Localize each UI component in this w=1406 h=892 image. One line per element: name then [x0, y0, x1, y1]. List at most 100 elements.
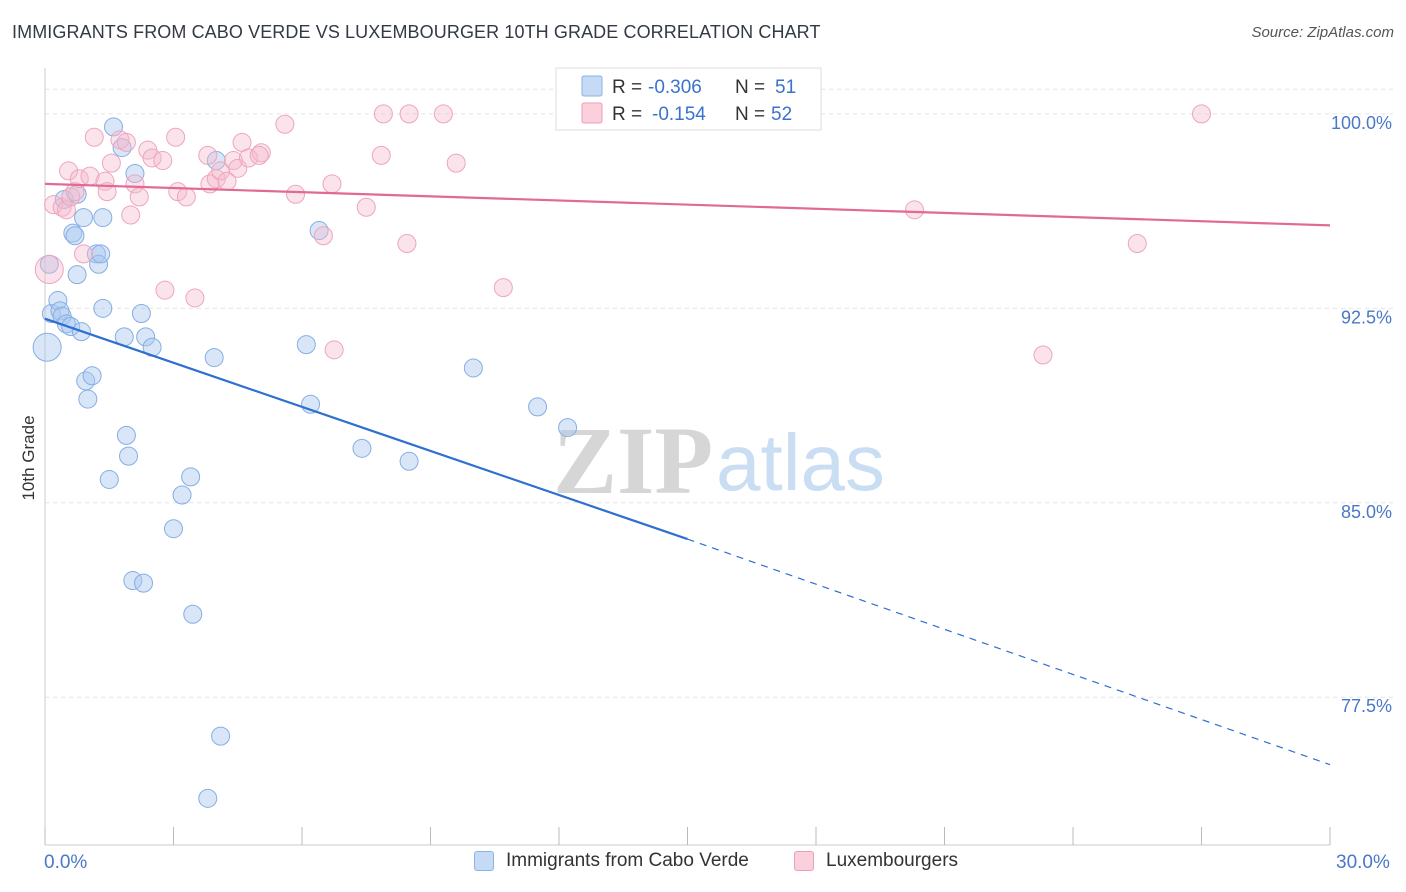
legend-r-label-1: R =: [612, 77, 642, 98]
chart-title: IMMIGRANTS FROM CABO VERDE VS LUXEMBOURG…: [12, 22, 821, 42]
bottom-legend-item-cabo-verde[interactable]: Immigrants from Cabo Verde: [474, 850, 749, 872]
point-luxembourger: [185, 288, 205, 308]
y-tick-label: 77.5%: [1341, 696, 1392, 716]
point-cabo-verde: [211, 726, 231, 746]
legend-swatch-pink: [581, 102, 603, 124]
legend-n-value-1: 51: [775, 77, 796, 98]
y-tick-label: 92.5%: [1341, 307, 1392, 327]
point-luxembourger: [125, 174, 145, 194]
points-layer: [32, 104, 1211, 808]
point-cabo-verde: [131, 304, 151, 324]
point-luxembourger: [433, 104, 453, 124]
bottom-legend-swatch-blue: [474, 851, 494, 871]
point-luxembourger: [905, 200, 925, 220]
point-luxembourger: [446, 153, 466, 173]
point-luxembourger: [198, 145, 218, 165]
point-luxembourger: [84, 127, 104, 147]
point-cabo-verde: [136, 327, 156, 347]
point-luxembourger: [97, 182, 117, 202]
point-cabo-verde: [119, 446, 139, 466]
point-luxembourger: [59, 161, 79, 181]
point-cabo-verde: [352, 438, 372, 458]
point-cabo-verde: [198, 788, 218, 808]
point-luxembourger: [56, 200, 76, 220]
point-cabo-verde: [558, 418, 578, 438]
point-luxembourger: [176, 187, 196, 207]
trend-line-cabo-verde: [44, 317, 688, 541]
point-cabo-verde: [65, 226, 85, 246]
point-luxembourger: [249, 145, 269, 165]
point-luxembourger: [166, 127, 186, 147]
legend-n-value-2: 52: [771, 104, 792, 125]
legend-r-value-2: -0.154: [652, 104, 706, 125]
point-cabo-verde: [74, 208, 94, 228]
grid-layer: [45, 88, 1395, 698]
point-luxembourger: [313, 226, 333, 246]
point-cabo-verde: [134, 573, 154, 593]
point-luxembourger: [65, 182, 85, 202]
point-luxembourger: [356, 197, 376, 217]
point-luxembourger: [1033, 345, 1053, 365]
point-cabo-verde: [164, 519, 183, 539]
legend-swatch-blue: [581, 75, 603, 97]
legend-r-value-1: -0.306: [648, 77, 702, 98]
bottom-legend: Immigrants from Cabo Verde Luxembourgers: [0, 850, 1406, 880]
point-luxembourger: [153, 151, 173, 171]
point-cabo-verde: [183, 604, 203, 624]
point-luxembourger: [399, 104, 419, 124]
point-luxembourger: [74, 244, 94, 264]
point-luxembourger: [397, 234, 417, 254]
point-luxembourger: [34, 254, 64, 284]
point-cabo-verde: [172, 485, 192, 505]
point-cabo-verde: [125, 164, 145, 184]
point-luxembourger: [324, 340, 344, 360]
point-cabo-verde: [399, 451, 419, 471]
point-cabo-verde: [32, 332, 62, 362]
point-luxembourger: [1127, 234, 1147, 254]
y-tick-label: 100.0%: [1331, 113, 1392, 133]
point-cabo-verde: [93, 208, 113, 228]
point-cabo-verde: [528, 397, 548, 417]
source-label: Source: ZipAtlas.com: [1251, 24, 1394, 41]
point-luxembourger: [116, 132, 136, 152]
point-luxembourger: [251, 143, 271, 163]
point-luxembourger: [275, 114, 295, 134]
watermark-zip: ZIP: [553, 407, 713, 514]
point-cabo-verde: [78, 389, 98, 409]
y-tick-label: 85.0%: [1341, 502, 1392, 522]
legend-box: R = -0.306 N = 51 R = -0.154 N = 52: [555, 67, 822, 131]
point-cabo-verde: [82, 366, 102, 386]
bottom-legend-swatch-pink: [794, 851, 814, 871]
legend-r-label-2: R =: [612, 104, 642, 125]
point-cabo-verde: [63, 223, 83, 243]
point-cabo-verde: [67, 265, 87, 285]
y-tick-labels: 77.5% 85.0% 92.5% 100.0%: [1331, 113, 1392, 716]
point-luxembourger: [373, 104, 393, 124]
point-luxembourger: [155, 280, 175, 300]
y-axis-label: 10th Grade: [19, 415, 38, 500]
point-luxembourger: [101, 153, 121, 173]
point-luxembourger: [322, 174, 342, 194]
legend-n-label-1: N =: [735, 77, 765, 98]
watermark-atlas: atlas: [716, 418, 885, 507]
point-luxembourger: [121, 205, 141, 225]
x-tick-label-max: 30.0%: [1336, 852, 1390, 873]
legend-n-label-2: N =: [735, 104, 765, 125]
point-cabo-verde: [99, 469, 119, 489]
point-cabo-verde: [296, 335, 316, 355]
point-luxembourger: [493, 278, 513, 298]
axes-layer: [44, 68, 1331, 846]
bottom-legend-item-luxembourgers[interactable]: Luxembourgers: [794, 850, 958, 872]
point-cabo-verde: [463, 358, 483, 378]
bottom-legend-label-cabo-verde: Immigrants from Cabo Verde: [506, 850, 749, 871]
point-luxembourger: [129, 187, 149, 207]
point-cabo-verde: [181, 467, 201, 487]
point-cabo-verde: [116, 425, 136, 445]
x-tick-label-min: 0.0%: [44, 852, 88, 873]
point-cabo-verde: [93, 298, 113, 318]
point-cabo-verde: [91, 244, 111, 264]
trend-layer: [44, 182, 1331, 766]
point-luxembourger: [1192, 104, 1211, 124]
trend-line-luxembourgers: [44, 182, 1331, 227]
